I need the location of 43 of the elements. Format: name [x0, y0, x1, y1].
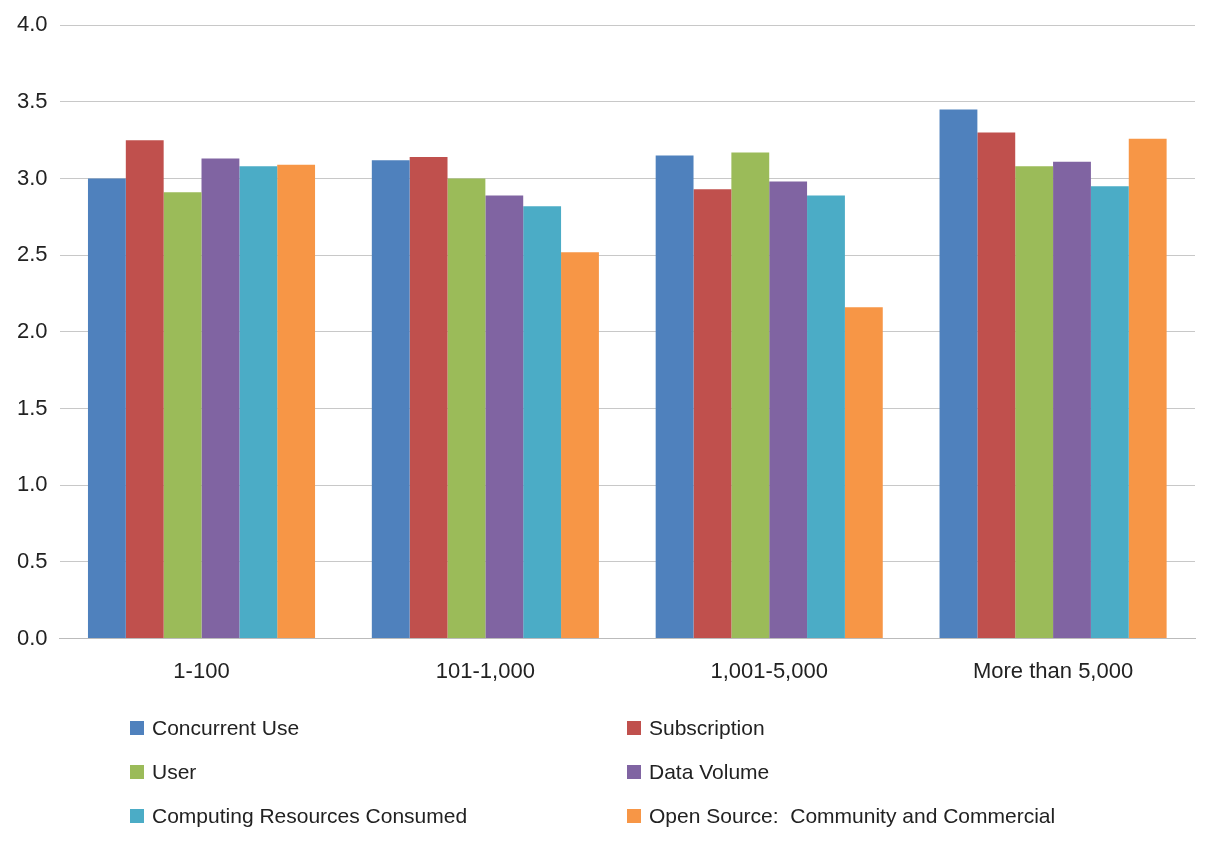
bar — [844, 307, 883, 639]
bar — [769, 181, 808, 639]
bar — [201, 158, 240, 639]
bar — [409, 157, 448, 639]
bar — [447, 178, 486, 639]
x-tick-label: More than 5,000 — [972, 657, 1134, 683]
y-tick-label: 0.0 — [16, 624, 48, 650]
y-tick-label: 3.5 — [16, 87, 48, 113]
bar — [977, 132, 1016, 639]
legend-label: Open Source: Community and Commercial — [649, 804, 1056, 828]
x-tick-label: 1-100 — [173, 657, 230, 683]
legend-label: Concurrent Use — [152, 716, 300, 740]
bar — [807, 195, 845, 639]
bar — [1128, 138, 1167, 639]
y-tick-label: 1.5 — [16, 394, 48, 420]
legend-label: Data Volume — [649, 760, 770, 784]
legend-label: User — [152, 760, 197, 784]
bar — [1053, 161, 1091, 639]
y-tick-label: 3.0 — [16, 164, 48, 190]
bar — [731, 152, 770, 639]
bar — [277, 164, 316, 639]
bar — [371, 160, 410, 639]
bar — [523, 206, 562, 639]
bar — [561, 252, 599, 639]
bar — [125, 140, 164, 639]
bar — [939, 109, 978, 639]
x-tick-label: 101-1,000 — [435, 657, 535, 683]
y-tick-label: 1.0 — [16, 471, 48, 497]
bar — [485, 195, 524, 639]
bar — [1015, 166, 1054, 639]
y-tick-label: 0.5 — [16, 547, 48, 573]
y-tick-label: 2.0 — [16, 317, 48, 343]
y-tick-label: 2.5 — [16, 241, 48, 267]
legend-label: Computing Resources Consumed — [152, 804, 468, 828]
y-tick-label: 4.0 — [16, 11, 48, 37]
legend-label: Subscription — [649, 716, 765, 740]
bar — [655, 155, 694, 639]
bar — [1090, 186, 1129, 639]
bar — [163, 192, 202, 639]
bar — [239, 166, 278, 639]
bar — [693, 189, 732, 639]
x-tick-label: 1,001-5,000 — [710, 657, 828, 683]
bar — [87, 178, 126, 639]
